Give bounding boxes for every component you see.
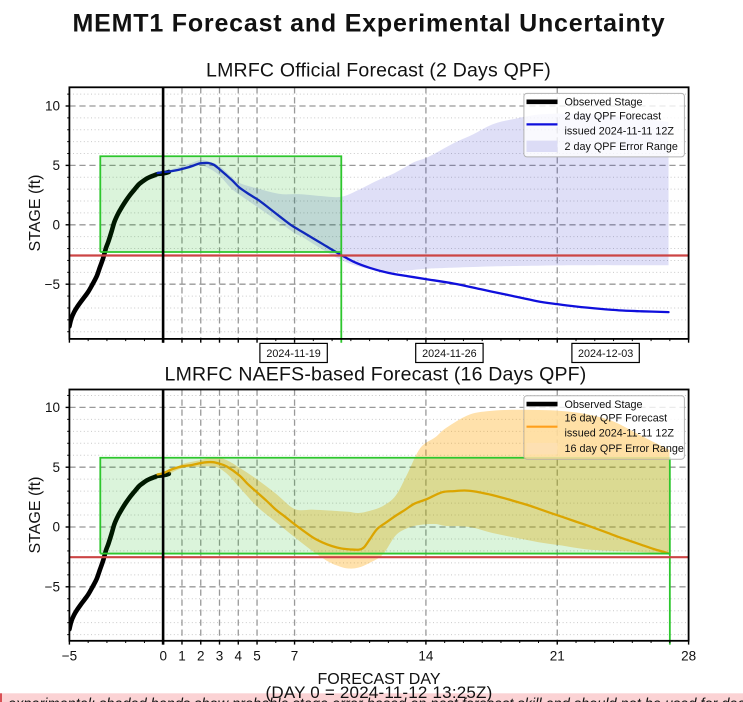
svg-text:2024-11-26: 2024-11-26 [422,348,476,360]
svg-text:2 day QPF Forecast: 2 day QPF Forecast [565,110,662,122]
svg-text:0: 0 [159,649,167,664]
svg-text:1: 1 [178,649,186,664]
svg-text:5: 5 [253,649,261,664]
svg-text:0: 0 [52,520,60,535]
svg-text:14: 14 [418,649,434,664]
svg-text:5: 5 [52,158,60,173]
svg-text:28: 28 [681,649,696,664]
svg-text:Observed Stage: Observed Stage [565,399,643,411]
svg-text:STAGE (ft): STAGE (ft) [27,476,44,553]
svg-text:(DAY 0 = 2024-11-12 13:25Z): (DAY 0 = 2024-11-12 13:25Z) [265,683,492,702]
svg-text:STAGE (ft): STAGE (ft) [27,174,44,251]
svg-text:FORECAST DAY: FORECAST DAY [318,671,441,688]
svg-text:issued 2024-11-11 12Z: issued 2024-11-11 12Z [565,125,675,137]
svg-text:Observed Stage: Observed Stage [565,97,643,109]
svg-text:−5: −5 [45,580,60,595]
svg-text:LMRFC NAEFS-based Forecast (16: LMRFC NAEFS-based Forecast (16 Days QPF) [165,364,587,386]
svg-text:LMRFC Official Forecast (2 Day: LMRFC Official Forecast (2 Days QPF) [206,60,551,82]
svg-text:2 day QPF Error Range: 2 day QPF Error Range [565,141,678,153]
svg-text:7: 7 [291,649,299,664]
svg-text:issued 2024-11-11 12Z: issued 2024-11-11 12Z [565,428,675,440]
svg-text:−5: −5 [62,649,77,664]
svg-text:16 day QPF Forecast: 16 day QPF Forecast [565,413,668,425]
svg-text:21: 21 [550,649,565,664]
svg-text:0: 0 [52,218,60,233]
svg-text:4: 4 [235,649,243,664]
svg-text:2024-12-03: 2024-12-03 [578,348,633,360]
svg-text:MEMT1 Forecast and Experimenta: MEMT1 Forecast and Experimental Uncertai… [73,10,666,38]
svg-text:5: 5 [52,460,60,475]
svg-text:2024-11-19: 2024-11-19 [266,348,320,360]
svg-text:16 day QPF Error Range: 16 day QPF Error Range [565,443,684,455]
svg-text:10: 10 [45,400,60,415]
svg-text:2: 2 [197,649,205,664]
svg-text:experimental: shaded bands sho: experimental: shaded bands show probable… [8,697,743,702]
svg-text:10: 10 [45,99,60,114]
svg-text:3: 3 [216,649,224,664]
svg-text:−5: −5 [45,277,60,292]
